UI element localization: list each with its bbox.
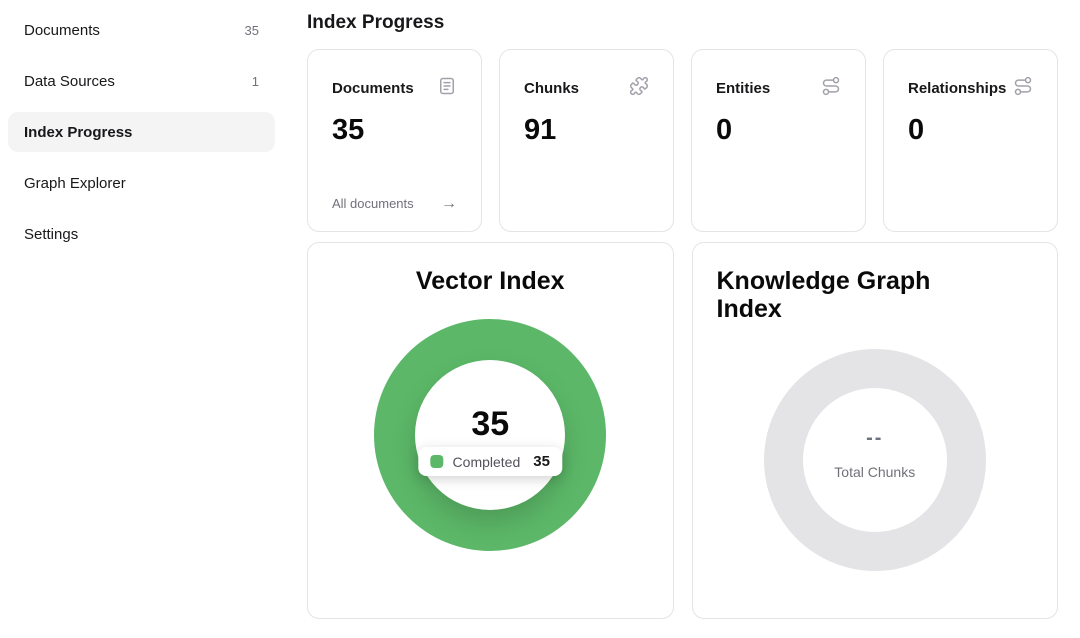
all-documents-label: All documents	[332, 196, 414, 212]
stat-label: Chunks	[524, 80, 580, 97]
sidebar-item-count: 1	[251, 73, 259, 89]
stat-card-header: Entities	[716, 76, 841, 101]
sidebar-item-data-sources[interactable]: Data Sources 1	[8, 61, 275, 101]
vector-index-card: Vector Index 35 Completed 35	[307, 242, 674, 619]
charts-row: Vector Index 35 Completed 35 Knowledge G…	[307, 242, 1058, 619]
sidebar: Documents 35 Data Sources 1 Index Progre…	[0, 0, 283, 275]
file-text-icon	[437, 76, 457, 101]
stat-label: Entities	[716, 80, 771, 97]
page-title: Index Progress	[307, 12, 445, 33]
stat-value: 0	[908, 114, 925, 146]
knowledge-graph-donut-chart[interactable]: -- Total Chunks	[763, 349, 986, 571]
sidebar-item-label: Graph Explorer	[24, 174, 126, 192]
completed-value: 35	[533, 453, 550, 470]
completed-label: Completed	[452, 453, 521, 470]
completed-swatch-icon	[430, 455, 444, 468]
completed-legend-tooltip: Completed 35	[418, 447, 562, 476]
route-icon	[1013, 76, 1033, 101]
knowledge-graph-index-card: Knowledge Graph Index -- Total Chunks	[691, 242, 1058, 619]
all-documents-link[interactable]: All documents →	[332, 195, 457, 213]
stats-row: Documents 35 All documents → Chunks 91	[307, 49, 1058, 232]
donut-hole	[415, 360, 566, 510]
stat-card-header: Chunks	[524, 76, 649, 101]
vector-index-title: Vector Index	[415, 267, 565, 295]
stat-card-chunks: Chunks 91	[499, 49, 674, 232]
donut-hole: -- Total Chunks	[802, 388, 947, 532]
stat-value: 35	[332, 114, 365, 146]
sidebar-item-label: Documents	[24, 21, 100, 39]
main-content: Index Progress Documents 35 All document…	[307, 0, 1058, 619]
kg-center-label: Total Chunks	[834, 463, 916, 480]
vector-index-donut-chart[interactable]: 35 Completed 35	[374, 319, 607, 551]
stat-label: Documents	[332, 80, 414, 97]
kg-center-value: --	[866, 426, 884, 449]
stat-value: 0	[716, 114, 733, 146]
sidebar-item-count: 35	[244, 22, 259, 38]
vector-index-center-value: 35	[471, 405, 510, 443]
sidebar-item-label: Data Sources	[24, 72, 115, 90]
sidebar-item-settings[interactable]: Settings	[8, 214, 275, 254]
sidebar-item-label: Settings	[24, 225, 79, 243]
sidebar-item-documents[interactable]: Documents 35	[8, 10, 275, 50]
puzzle-icon	[629, 76, 649, 101]
sidebar-item-graph-explorer[interactable]: Graph Explorer	[8, 163, 275, 203]
stat-card-documents: Documents 35 All documents →	[307, 49, 482, 232]
stat-card-header: Documents	[332, 76, 457, 101]
route-icon	[821, 76, 841, 101]
stat-label: Relationships	[908, 80, 1007, 97]
stat-card-entities: Entities 0	[691, 49, 866, 232]
knowledge-graph-index-title: Knowledge Graph Index	[716, 267, 931, 323]
stat-card-relationships: Relationships 0	[883, 49, 1058, 232]
sidebar-item-index-progress[interactable]: Index Progress	[8, 112, 275, 152]
stat-value: 91	[524, 114, 557, 146]
sidebar-item-label: Index Progress	[24, 123, 133, 141]
stat-card-header: Relationships	[908, 76, 1033, 101]
arrow-right-icon: →	[441, 195, 457, 212]
